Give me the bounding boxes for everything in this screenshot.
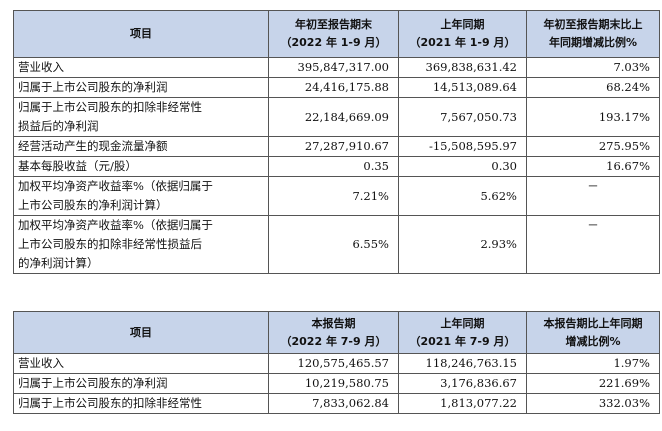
table-row: 加权平均净资产收益率%（依据归属于 上市公司股东的扣除非经常性损益后 的净利润计算）… [13,215,660,274]
row-label: 营业收入 [13,57,269,78]
change-value: 275.95% [526,136,660,157]
row-label: 基本每股收益（元/股） [13,156,269,177]
prior-value: 7,567,050.73 [398,97,527,137]
change-value: 332.03% [526,393,660,414]
row-label: 归属于上市公司股东的净利润 [13,373,269,394]
table-row: 归属于上市公司股东的扣除非经常性 7,833,062.84 1,813,077.… [13,393,660,414]
change-value: 7.03% [526,57,660,78]
row-label: 归属于上市公司股东的扣除非经常性 损益后的净利润 [13,97,269,137]
prior-value: 14,513,089.64 [398,77,527,98]
prior-value: 0.30 [398,156,527,177]
table-row: 经营活动产生的现金流量净额 27,287,910.67 -15,508,595.… [13,136,660,157]
prior-value: 3,176,836.67 [398,373,527,394]
table-row: 基本每股收益（元/股） 0.35 0.30 16.67% [13,156,660,177]
header-current: 本报告期 （2022 年 7-9 月） [268,311,399,354]
table-row: 营业收入 395,847,317.00 369,838,631.42 7.03% [13,57,660,78]
header-prior: 上年同期 （2021 年 7-9 月） [398,311,527,354]
quarter-financial-table: 项目 本报告期 （2022 年 7-9 月） 上年同期 （2021 年 7-9 月）… [13,311,660,414]
header-prior: 上年同期 （2021 年 1-9 月） [398,10,527,58]
current-value: 10,219,580.75 [268,373,399,394]
prior-value: 5.62% [398,176,527,216]
row-label: 归属于上市公司股东的扣除非经常性 [13,393,269,414]
row-label: 营业收入 [13,353,269,374]
change-value: 221.69% [526,373,660,394]
prior-value: -15,508,595.97 [398,136,527,157]
table-row: 归属于上市公司股东的扣除非经常性 损益后的净利润 22,184,669.09 7,… [13,97,660,137]
row-label: 加权平均净资产收益率%（依据归属于 上市公司股东的扣除非经常性损益后 的净利润计算） [13,215,269,274]
header-item: 项目 [13,311,269,354]
current-value: 6.55% [268,215,399,274]
table-row: 归属于上市公司股东的净利润 10,219,580.75 3,176,836.67… [13,373,660,394]
current-value: 395,847,317.00 [268,57,399,78]
row-label: 加权平均净资产收益率%（依据归属于 上市公司股东的净利润计算） [13,176,269,216]
header-item: 项目 [13,10,269,58]
current-value: 0.35 [268,156,399,177]
prior-value: 118,246,763.15 [398,353,527,374]
prior-value: 2.93% [398,215,527,274]
table-row: 加权平均净资产收益率%（依据归属于 上市公司股东的净利润计算） 7.21% 5.6… [13,176,660,216]
ytd-financial-table: 项目 年初至报告期末 （2022 年 1-9 月） 上年同期 （2021 年 1-9… [13,10,660,274]
row-label: 归属于上市公司股东的净利润 [13,77,269,98]
table-row: 营业收入 120,575,465.57 118,246,763.15 1.97% [13,353,660,374]
header-change: 年初至报告期末比上 年同期增减比例% [526,10,660,58]
current-value: 7,833,062.84 [268,393,399,414]
change-value: 16.67% [526,156,660,177]
prior-value: 1,813,077.22 [398,393,527,414]
table-header-row: 项目 本报告期 （2022 年 7-9 月） 上年同期 （2021 年 7-9 月）… [13,311,660,354]
change-value: － [526,215,660,274]
header-change: 本报告期比上年同期 增减比例% [526,311,660,354]
change-value: 68.24% [526,77,660,98]
current-value: 120,575,465.57 [268,353,399,374]
row-label: 经营活动产生的现金流量净额 [13,136,269,157]
table-header-row: 项目 年初至报告期末 （2022 年 1-9 月） 上年同期 （2021 年 1-9… [13,10,660,58]
current-value: 27,287,910.67 [268,136,399,157]
header-ytd: 年初至报告期末 （2022 年 1-9 月） [268,10,399,58]
table-row: 归属于上市公司股东的净利润 24,416,175.88 14,513,089.6… [13,77,660,98]
current-value: 7.21% [268,176,399,216]
change-value: 193.17% [526,97,660,137]
current-value: 22,184,669.09 [268,97,399,137]
change-value: 1.97% [526,353,660,374]
current-value: 24,416,175.88 [268,77,399,98]
change-value: － [526,176,660,216]
prior-value: 369,838,631.42 [398,57,527,78]
